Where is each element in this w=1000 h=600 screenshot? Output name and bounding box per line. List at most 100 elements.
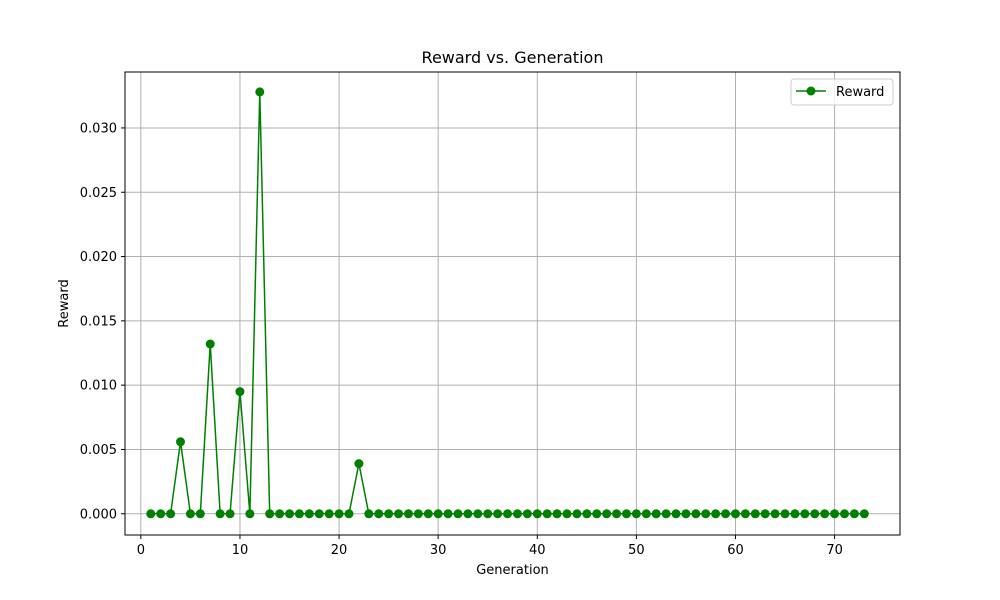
data-point — [205, 339, 215, 349]
data-point — [790, 509, 800, 519]
data-point — [681, 509, 691, 519]
data-point — [562, 509, 572, 519]
data-point — [542, 509, 552, 519]
series-layer — [146, 87, 869, 519]
data-point — [304, 509, 314, 519]
plot-frame — [124, 71, 901, 536]
y-axis-label: Reward — [57, 279, 72, 327]
y-tick-label: 0.030 — [80, 121, 117, 136]
data-point — [175, 437, 185, 447]
y-tick-label: 0.010 — [80, 379, 117, 394]
y-tick-label: 0.000 — [80, 507, 117, 522]
y-tick-label: 0.020 — [80, 250, 117, 265]
data-point — [552, 509, 562, 519]
data-point — [453, 509, 463, 519]
data-point — [641, 509, 651, 519]
data-point — [711, 509, 721, 519]
data-point — [334, 509, 344, 519]
x-tick-label: 0 — [137, 543, 145, 558]
data-point — [740, 509, 750, 519]
data-point — [324, 509, 334, 519]
data-point — [661, 509, 671, 519]
data-point — [849, 509, 859, 519]
data-point — [225, 509, 235, 519]
y-tick-label: 0.005 — [80, 443, 117, 458]
data-point — [463, 509, 473, 519]
data-point — [285, 509, 295, 519]
data-point — [423, 509, 433, 519]
data-point — [413, 509, 423, 519]
x-tick-label: 20 — [331, 543, 348, 558]
data-point — [384, 509, 394, 519]
data-point — [780, 509, 790, 519]
data-point — [314, 509, 324, 519]
data-point — [631, 509, 641, 519]
data-point — [532, 509, 542, 519]
data-point — [830, 509, 840, 519]
legend-box — [790, 78, 894, 106]
data-point — [522, 509, 532, 519]
x-tick-label: 10 — [232, 543, 249, 558]
chart-title: Reward vs. Generation — [422, 48, 604, 67]
data-point — [800, 509, 810, 519]
data-point — [146, 509, 156, 519]
data-point — [512, 509, 522, 519]
x-tick-label: 40 — [529, 543, 546, 558]
data-point — [859, 509, 869, 519]
x-tick-label: 50 — [628, 543, 645, 558]
data-point — [166, 509, 176, 519]
data-point — [621, 509, 631, 519]
x-axis-ticks: 0 10 20 30 40 50 60 70 — [137, 535, 843, 558]
data-point — [760, 509, 770, 519]
data-point — [691, 509, 701, 519]
y-tick-label: 0.015 — [80, 314, 117, 329]
data-point — [473, 509, 483, 519]
data-point — [394, 509, 404, 519]
data-point — [612, 509, 622, 519]
data-point — [265, 509, 275, 519]
legend-entry-reward: Reward — [836, 85, 884, 100]
data-point — [602, 509, 612, 519]
data-point — [730, 509, 740, 519]
data-point — [255, 87, 265, 97]
x-tick-label: 60 — [727, 543, 744, 558]
data-point — [721, 509, 731, 519]
data-point — [403, 509, 413, 519]
data-point — [195, 509, 205, 519]
data-point — [493, 509, 503, 519]
data-point — [215, 509, 225, 519]
data-point — [483, 509, 493, 519]
data-point — [374, 509, 384, 519]
data-point — [235, 387, 245, 397]
data-point — [701, 509, 711, 519]
data-point — [503, 509, 513, 519]
data-point — [770, 509, 780, 519]
data-point — [275, 509, 285, 519]
data-point — [344, 509, 354, 519]
data-point — [820, 509, 830, 519]
data-point — [750, 509, 760, 519]
y-tick-label: 0.025 — [80, 186, 117, 201]
data-point — [294, 509, 304, 519]
legend: Reward — [790, 78, 894, 106]
data-point — [185, 509, 195, 519]
data-point — [156, 509, 166, 519]
y-axis-ticks: 0.000 0.005 0.010 0.015 0.020 0.025 0.030 — [80, 121, 125, 522]
data-point — [671, 509, 681, 519]
data-point — [354, 459, 364, 469]
x-tick-label: 30 — [430, 543, 447, 558]
data-point — [245, 509, 255, 519]
data-point — [572, 509, 582, 519]
data-point — [651, 509, 661, 519]
data-point — [433, 509, 443, 519]
legend-marker-swatch — [806, 86, 816, 96]
data-point — [582, 509, 592, 519]
data-point — [364, 509, 374, 519]
x-tick-label: 70 — [826, 543, 843, 558]
data-point — [840, 509, 850, 519]
data-point — [443, 509, 453, 519]
x-axis-label: Generation — [476, 563, 549, 578]
data-point — [592, 509, 602, 519]
data-point — [810, 509, 820, 519]
